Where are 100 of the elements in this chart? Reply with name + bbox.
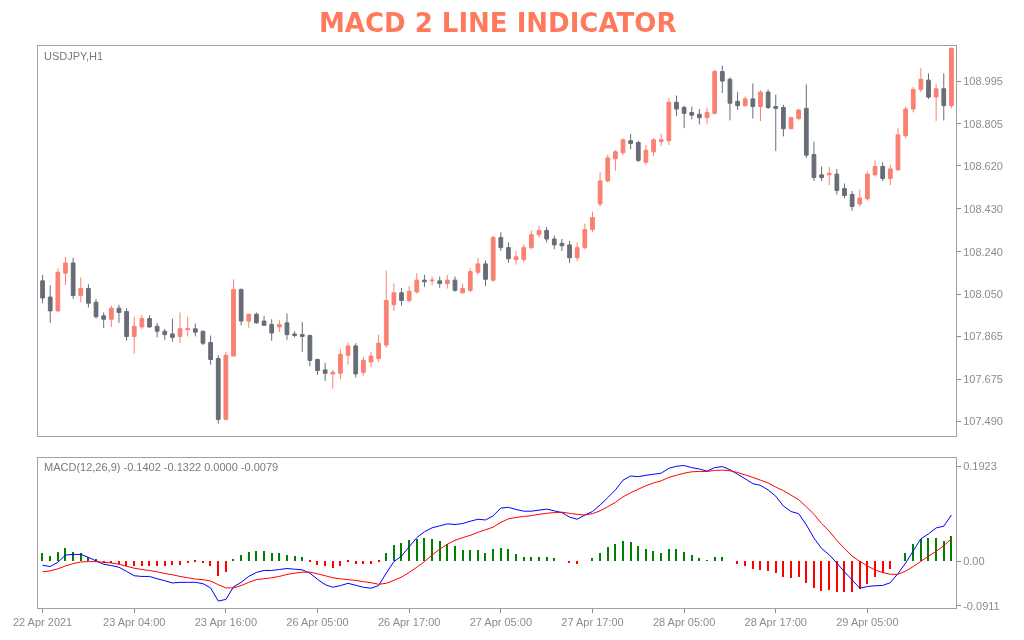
candlestick bbox=[765, 88, 771, 110]
bar bbox=[645, 549, 647, 562]
bar bbox=[232, 559, 234, 562]
candlestick bbox=[345, 342, 351, 366]
bar bbox=[614, 544, 616, 562]
candlestick bbox=[192, 323, 198, 337]
candlestick bbox=[223, 351, 229, 421]
bar bbox=[767, 561, 769, 572]
bar bbox=[500, 548, 502, 562]
candlestick bbox=[719, 65, 725, 94]
candlestick bbox=[529, 229, 534, 250]
candlestick bbox=[643, 144, 649, 166]
bar bbox=[652, 551, 654, 562]
candlestick bbox=[185, 316, 191, 337]
bar bbox=[591, 558, 593, 562]
bar bbox=[49, 556, 51, 562]
bar bbox=[904, 553, 906, 562]
candlestick bbox=[307, 334, 313, 367]
bar bbox=[469, 550, 471, 562]
bar bbox=[355, 561, 357, 565]
bar bbox=[339, 561, 341, 567]
candlestick bbox=[933, 83, 939, 122]
candlestick bbox=[292, 330, 297, 338]
candlestick bbox=[376, 334, 381, 363]
bar bbox=[217, 561, 219, 577]
x-tick-label: 23 Apr 04:00 bbox=[103, 616, 166, 629]
bar bbox=[851, 561, 853, 593]
y-tick-label: 0.00 bbox=[963, 554, 985, 567]
candlestick bbox=[246, 312, 252, 329]
candlestick bbox=[666, 97, 672, 146]
candlestick bbox=[567, 240, 572, 264]
bar bbox=[553, 558, 555, 562]
candlestick bbox=[78, 276, 84, 303]
candlestick bbox=[559, 238, 565, 252]
candlestick bbox=[200, 330, 206, 346]
bar bbox=[179, 561, 181, 566]
candlestick bbox=[750, 83, 756, 120]
candlestick bbox=[880, 161, 886, 182]
candlestick bbox=[903, 106, 908, 139]
bar bbox=[782, 561, 784, 578]
bar bbox=[41, 553, 43, 562]
candlestick bbox=[582, 223, 588, 250]
bar bbox=[790, 561, 792, 579]
bar bbox=[950, 536, 952, 562]
candlestick bbox=[910, 86, 916, 113]
candlestick bbox=[353, 342, 359, 379]
bar bbox=[416, 539, 418, 562]
candlestick bbox=[658, 133, 664, 147]
candlestick bbox=[55, 267, 61, 313]
candlestick bbox=[330, 369, 336, 390]
candlestick bbox=[360, 356, 366, 377]
bar bbox=[202, 561, 204, 564]
candlestick bbox=[712, 69, 718, 115]
candlestick bbox=[681, 105, 687, 129]
candlestick bbox=[872, 159, 878, 178]
candlestick bbox=[788, 116, 794, 130]
candlestick bbox=[444, 274, 450, 290]
x-tick-label: 28 Apr 17:00 bbox=[744, 616, 807, 629]
bar bbox=[454, 546, 456, 562]
bar bbox=[935, 538, 937, 562]
bar bbox=[622, 541, 624, 562]
chart-subtitle: USDJPY,H1 bbox=[44, 50, 104, 62]
candlestick bbox=[208, 335, 213, 366]
y-tick-label: 108.805 bbox=[963, 117, 1003, 130]
candlestick bbox=[674, 95, 679, 117]
candlestick bbox=[177, 311, 183, 344]
bar bbox=[393, 545, 395, 562]
candlestick bbox=[887, 164, 893, 186]
bar bbox=[332, 561, 334, 569]
candlestick bbox=[261, 315, 267, 326]
bar bbox=[148, 561, 150, 567]
candlestick bbox=[215, 354, 221, 425]
bar bbox=[836, 561, 838, 593]
bar bbox=[630, 542, 632, 562]
candlestick bbox=[735, 91, 740, 111]
candlestick bbox=[926, 72, 931, 100]
bar bbox=[599, 553, 601, 562]
bar bbox=[439, 541, 441, 562]
y-tick-label: 108.240 bbox=[963, 245, 1003, 258]
bar bbox=[828, 561, 830, 591]
bar bbox=[874, 561, 876, 578]
candlestick bbox=[475, 257, 481, 276]
x-tick-label: 26 Apr 17:00 bbox=[377, 616, 441, 629]
bar bbox=[125, 561, 127, 567]
bar bbox=[141, 561, 143, 567]
bar bbox=[492, 549, 494, 562]
candlestick bbox=[613, 149, 618, 172]
bar bbox=[446, 544, 448, 562]
bar bbox=[477, 550, 479, 562]
bar bbox=[240, 555, 242, 562]
bar bbox=[133, 561, 135, 567]
candlestick bbox=[857, 189, 863, 207]
bar bbox=[523, 557, 525, 562]
candlestick bbox=[651, 137, 656, 157]
bar bbox=[691, 555, 693, 562]
bar bbox=[431, 539, 433, 562]
candlestick bbox=[338, 348, 343, 380]
candlestick bbox=[131, 316, 137, 355]
bar bbox=[775, 561, 777, 574]
candlestick bbox=[742, 95, 748, 108]
